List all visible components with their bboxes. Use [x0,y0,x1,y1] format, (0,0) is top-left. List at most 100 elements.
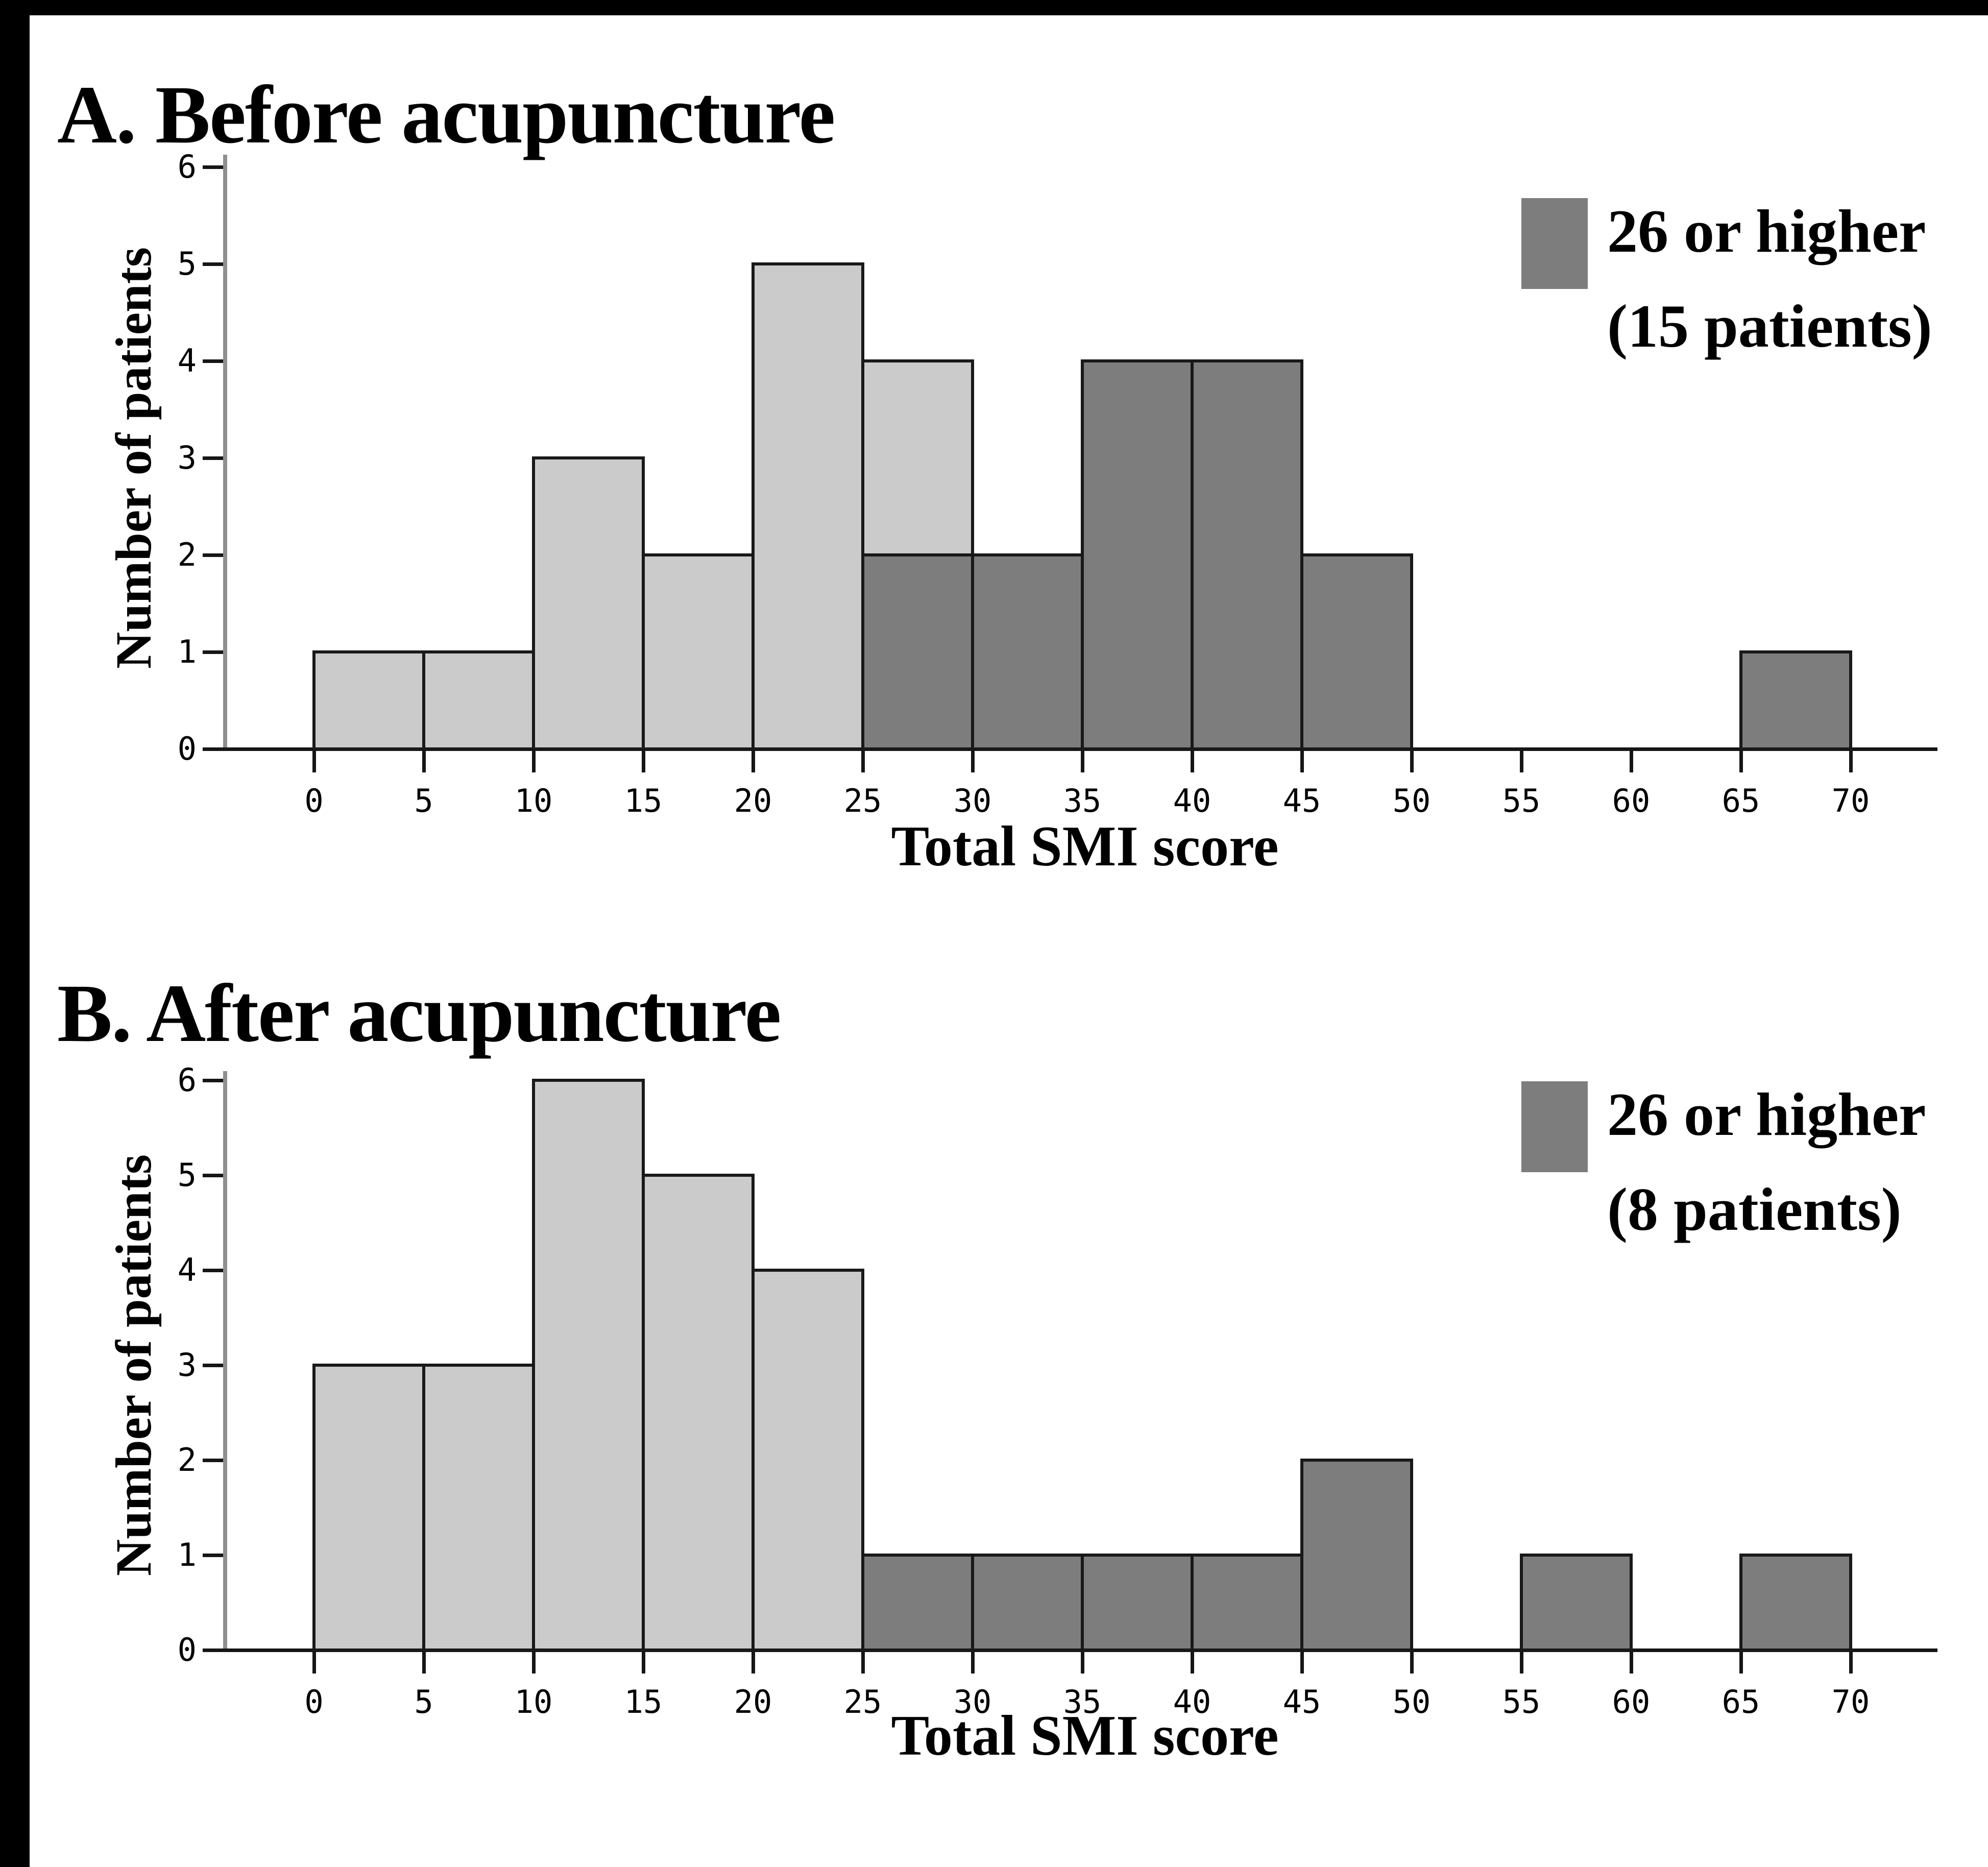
panel-a-bar-35-dark-segment [1081,359,1194,750]
panel-b-x-tick [1300,1650,1304,1674]
panel-b-bar-20-light-segment [751,1269,864,1652]
panel-b-x-tick-label: 65 [1722,1683,1760,1720]
panel-a-x-tick-label: 30 [953,782,992,819]
panel-b-x-tick [861,1650,865,1674]
frame-top-edge [0,0,1988,15]
panel-a-x-tick [1630,749,1633,772]
panel-b-y-tick-label: 0 [177,1631,197,1668]
panel-a-y-tick [203,359,223,363]
panel-a-bar-15-light-segment [642,553,755,750]
panel-b-x-tick [532,1650,536,1674]
panel-a-x-tick-label: 25 [843,782,882,819]
panel-a-x-tick [1191,749,1194,772]
panel-a-x-tick-label: 50 [1392,782,1431,819]
panel-b-x-tick-label: 10 [514,1683,553,1720]
panel-b-x-tick-label: 0 [304,1683,324,1720]
panel-a-y-tick-label: 6 [177,148,197,185]
panel-b-x-tick [1191,1650,1194,1674]
panel-a-bar-30-dark-segment [971,553,1084,750]
panel-b-y-tick [203,1364,223,1367]
panel-b-y-tick [203,1269,223,1272]
panel-b-bar-25-dark-segment [861,1554,974,1652]
panel-b-x-tick [1739,1650,1743,1674]
panel-a-x-tick [861,749,865,772]
panel-a-y-tick [203,262,223,266]
panel-a-legend-sublabel: (15 patients) [1607,292,1932,360]
panel-a-title: A. Before acupuncture [57,69,835,161]
panel-a-legend-swatch [1521,198,1588,289]
panel-b-bar-35-dark-segment [1081,1554,1194,1652]
panel-a-x-tick [642,749,645,772]
panel-b-bar-15-light-segment [642,1174,755,1652]
panel-a-x-tick-label: 5 [414,782,433,819]
panel-b-x-tick-label: 55 [1502,1683,1541,1720]
panel-b-x-axis-label: Total SMI score [891,1704,1279,1767]
panel-a-x-tick-label: 55 [1502,782,1541,819]
panel-a-x-tick-label: 40 [1173,782,1211,819]
panel-a-y-tick-label: 2 [177,536,197,573]
panel-b-x-tick [1849,1650,1853,1674]
panel-a-x-tick [422,749,426,772]
panel-a-y-tick-label: 5 [177,245,197,282]
panel-a-x-axis-label: Total SMI score [891,815,1279,878]
panel-a-bar-45-dark-segment [1300,553,1413,750]
panel-b-x-tick-label: 15 [624,1683,663,1720]
panel-b-x-tick [1081,1650,1084,1674]
panel-b-x-tick-label: 70 [1831,1683,1870,1720]
panel-a-y-tick-label: 1 [177,633,197,670]
panel-a-x-tick-label: 70 [1831,782,1870,819]
panel-b-y-tick-label: 4 [177,1251,197,1289]
panel-a-x-tick-label: 10 [514,782,553,819]
panel-b-bar-5-light-segment [422,1364,535,1652]
panel-b-legend-swatch [1521,1081,1588,1172]
panel-a-y-tick [203,553,223,557]
panel-a-x-tick [751,749,755,772]
panel-a-y-tick-label: 3 [177,439,197,476]
panel-b-x-tick-label: 40 [1173,1683,1211,1720]
panel-b-y-tick-label: 1 [177,1536,197,1573]
panel-b-bar-45-dark-segment [1300,1459,1413,1652]
panel-a-y-tick-label: 4 [177,342,197,379]
panel-a-x-tick [1520,749,1523,772]
panel-b-x-tick [751,1650,755,1674]
panel-b-x-tick-label: 45 [1282,1683,1321,1720]
panel-b-x-tick [642,1650,645,1674]
panel-b-x-tick-label: 25 [843,1683,882,1720]
panel-b-y-tick [203,1459,223,1462]
panel-a-x-tick [1410,749,1414,772]
panel-b-x-tick-label: 60 [1612,1683,1651,1720]
panel-b-y-tick [203,1174,223,1177]
panel-a-x-tick [1300,749,1304,772]
panel-b-x-tick-label: 35 [1063,1683,1102,1720]
panel-a-x-tick-label: 0 [304,782,324,819]
panel-b-y-axis-spine [223,1071,227,1652]
panel-a-legend: 26 or higher (15 patients) [1521,197,1932,374]
panel-a-x-tick [312,749,316,772]
panel-b-legend-sublabel: (8 patients) [1607,1175,1902,1243]
panel-b-y-tick [203,1554,223,1557]
panel-b-bar-0-light-segment [312,1364,425,1652]
panel-a-x-tick [532,749,536,772]
panel-a-x-tick-label: 60 [1612,782,1651,819]
panel-a-legend-label: 26 or higher [1607,197,1926,265]
panel-a-x-tick [971,749,975,772]
panel-b-x-tick-label: 50 [1392,1683,1431,1720]
panel-a-bar-20-light-segment [751,262,864,750]
panel-a-y-tick [203,650,223,654]
panel-a-x-tick-label: 65 [1722,782,1760,819]
panel-b-x-tick [1410,1650,1414,1674]
panel-a-x-tick [1081,749,1084,772]
panel-b-legend: 26 or higher (8 patients) [1521,1080,1926,1257]
panel-b-bar-10-light-segment [532,1079,645,1652]
panel-b-x-tick [1520,1650,1523,1674]
panel-a-y-axis-spine [223,155,227,751]
panel-a-y-tick [203,747,223,751]
panel-b-bar-55-dark-segment [1520,1554,1633,1652]
panel-a-bar-0-light-segment [312,650,425,750]
panel-b-y-tick [203,1079,223,1082]
panel-b-bar-40-dark-segment [1191,1554,1303,1652]
panel-b-y-tick-label: 3 [177,1346,197,1384]
panel-a-x-tick [1849,749,1853,772]
panel-b-y-tick-label: 6 [177,1061,197,1099]
panel-b-y-tick [203,1648,223,1652]
